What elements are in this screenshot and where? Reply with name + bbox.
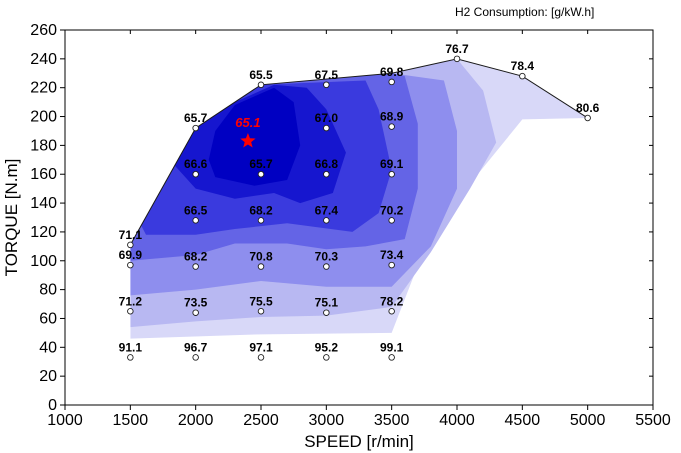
data-point bbox=[192, 263, 199, 270]
data-point bbox=[257, 354, 265, 361]
data-point bbox=[584, 114, 591, 122]
data-label: 96.7 bbox=[184, 340, 208, 354]
y-axis-label: TORQUE [N.m] bbox=[2, 159, 21, 277]
y-tick-label: 40 bbox=[39, 339, 57, 356]
data-point bbox=[127, 261, 134, 269]
x-tick-label: 5500 bbox=[635, 412, 671, 429]
data-point bbox=[323, 124, 330, 132]
data-label: 68.2 bbox=[184, 250, 208, 264]
y-tick-label: 0 bbox=[48, 397, 57, 414]
data-label: 65.7 bbox=[184, 111, 208, 125]
y-tick-label: 180 bbox=[30, 137, 57, 154]
data-point bbox=[257, 217, 265, 224]
data-label: 69.1 bbox=[380, 157, 404, 171]
data-label: 73.4 bbox=[380, 248, 404, 262]
data-label: 73.5 bbox=[184, 296, 208, 310]
data-label: 95.2 bbox=[315, 340, 339, 354]
data-point bbox=[388, 354, 395, 361]
y-tick-label: 100 bbox=[30, 253, 57, 270]
data-label: 71.1 bbox=[119, 228, 143, 242]
data-point bbox=[192, 354, 199, 361]
data-label: 68.2 bbox=[249, 203, 273, 217]
x-tick-label: 5000 bbox=[570, 412, 606, 429]
data-point bbox=[388, 78, 395, 86]
data-label: 67.0 bbox=[315, 111, 339, 125]
data-point bbox=[388, 123, 395, 130]
y-tick-label: 240 bbox=[30, 51, 57, 68]
data-point bbox=[323, 354, 330, 361]
data-point bbox=[453, 55, 461, 63]
data-label: 78.4 bbox=[511, 59, 535, 73]
data-label: 69.9 bbox=[119, 248, 143, 262]
y-tick-label: 200 bbox=[30, 109, 57, 126]
data-point bbox=[388, 217, 395, 224]
data-label: 70.3 bbox=[315, 250, 339, 264]
data-point bbox=[257, 81, 265, 89]
data-label: 69.8 bbox=[380, 65, 404, 79]
data-label: 66.6 bbox=[184, 157, 208, 171]
data-point bbox=[323, 81, 330, 89]
x-tick-label: 1500 bbox=[113, 412, 149, 429]
contour-bands bbox=[130, 58, 588, 339]
data-point bbox=[192, 124, 199, 132]
x-tick-label: 3000 bbox=[309, 412, 345, 429]
data-point bbox=[192, 217, 199, 224]
data-label: 99.1 bbox=[380, 340, 404, 354]
y-tick-label: 60 bbox=[39, 310, 57, 327]
x-tick-label: 4000 bbox=[439, 412, 475, 429]
axes-frame bbox=[64, 29, 654, 406]
data-label: 91.1 bbox=[119, 340, 143, 354]
data-point bbox=[388, 261, 395, 269]
data-point bbox=[323, 217, 330, 224]
data-point bbox=[323, 170, 330, 178]
x-tick-label: 4500 bbox=[505, 412, 541, 429]
data-label: 66.5 bbox=[184, 203, 208, 217]
x-tick-label: 2000 bbox=[178, 412, 214, 429]
data-point bbox=[519, 72, 526, 80]
x-tick-label: 2500 bbox=[243, 412, 279, 429]
x-tick-label: 1000 bbox=[47, 412, 83, 429]
minimum-label: 65.1 bbox=[235, 115, 260, 130]
data-label: 75.5 bbox=[249, 294, 273, 308]
data-point bbox=[127, 308, 134, 315]
data-label: 67.5 bbox=[315, 68, 339, 82]
data-label: 70.8 bbox=[249, 250, 273, 264]
data-label: 71.2 bbox=[119, 294, 143, 308]
data-label: 65.7 bbox=[249, 157, 273, 171]
data-label: 75.1 bbox=[315, 296, 339, 310]
data-point bbox=[388, 308, 395, 315]
y-tick-label: 120 bbox=[30, 224, 57, 241]
data-point bbox=[192, 170, 199, 178]
data-label: 66.8 bbox=[315, 157, 339, 171]
y-tick-label: 20 bbox=[39, 368, 57, 385]
data-point bbox=[323, 309, 330, 316]
x-axis-label: SPEED [r/min] bbox=[304, 432, 414, 451]
data-point bbox=[257, 308, 265, 315]
data-label: 97.1 bbox=[249, 340, 273, 354]
data-point bbox=[388, 170, 395, 178]
data-point bbox=[323, 263, 330, 270]
minimum-star bbox=[240, 133, 256, 148]
data-label: 67.4 bbox=[315, 203, 339, 217]
data-label: 70.2 bbox=[380, 203, 404, 217]
data-point bbox=[257, 170, 265, 178]
y-tick-label: 220 bbox=[30, 80, 57, 97]
data-point bbox=[127, 354, 134, 361]
data-point bbox=[192, 309, 199, 316]
y-tick-label: 260 bbox=[30, 22, 57, 39]
y-tick-label: 80 bbox=[39, 282, 57, 299]
y-tick-label: 160 bbox=[30, 166, 57, 183]
units-title: H2 Consumption: [g/kW.h] bbox=[455, 5, 595, 19]
data-label: 80.6 bbox=[576, 101, 600, 115]
data-label: 76.7 bbox=[445, 42, 469, 56]
data-label: 65.5 bbox=[249, 68, 273, 82]
data-point bbox=[127, 241, 134, 249]
contour-band-6 bbox=[208, 87, 301, 186]
y-tick-label: 140 bbox=[30, 195, 57, 212]
data-point bbox=[257, 263, 265, 270]
data-label: 68.9 bbox=[380, 110, 404, 124]
data-label: 78.2 bbox=[380, 294, 404, 308]
x-tick-label: 3500 bbox=[374, 412, 410, 429]
